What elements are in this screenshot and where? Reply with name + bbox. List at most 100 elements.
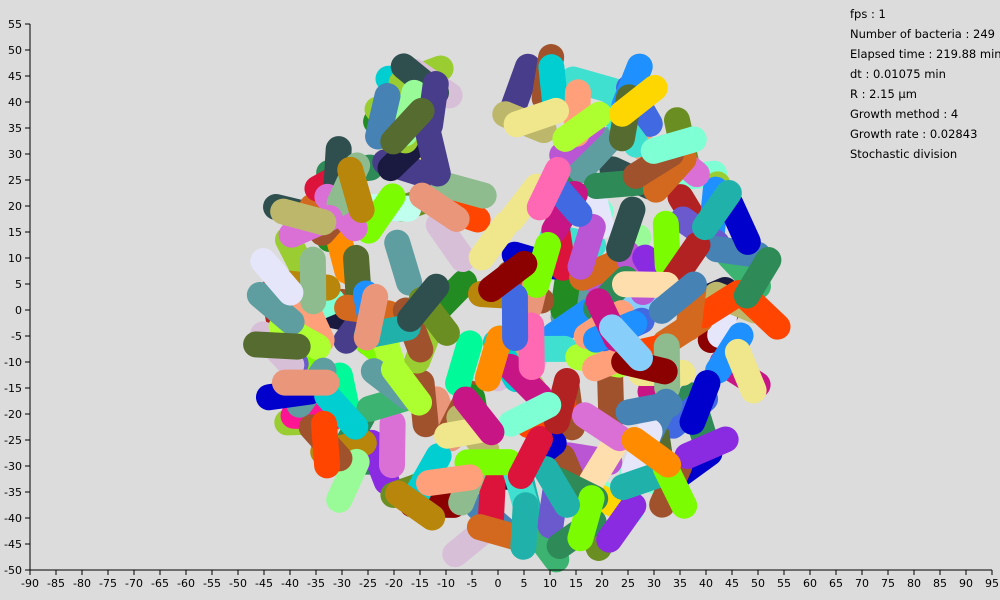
- bacterium-cell: [568, 126, 623, 184]
- bacterium-cell: [497, 353, 553, 410]
- bacterium-cell: [518, 312, 545, 381]
- bacterium-cell: [503, 97, 570, 138]
- bacterium-cell: [326, 448, 370, 513]
- x-tick-label: -65: [151, 577, 169, 590]
- y-tick-label: -25: [4, 434, 22, 447]
- bacterium-cell: [648, 271, 707, 324]
- x-tick-label: 15: [569, 577, 583, 590]
- bacterium-cell: [250, 248, 304, 306]
- bacterium-cell: [692, 180, 742, 241]
- y-tick-label: 45: [8, 70, 22, 83]
- x-tick-label: 90: [959, 577, 973, 590]
- bacterium-cell: [660, 231, 711, 293]
- x-tick-label: -40: [281, 577, 299, 590]
- axes: -90 -85 -80 -75 -70 -65 -60 -55 -50 -45 -40 -35 -30-…: [4, 18, 999, 590]
- x-tick-label: 65: [829, 577, 843, 590]
- x-tick-label: 60: [803, 577, 817, 590]
- y-tick-label: -15: [4, 382, 22, 395]
- x-tick-label: 5: [521, 577, 528, 590]
- x-tick-label: 95: [985, 577, 999, 590]
- y-tick-label: 5: [15, 278, 22, 291]
- growth-method-text: Growth method : 4: [850, 107, 959, 121]
- y-tick-label: 25: [8, 174, 22, 187]
- x-tick-label: 45: [725, 577, 739, 590]
- x-tick-label: 55: [777, 577, 791, 590]
- x-tick-label: -35: [307, 577, 325, 590]
- fps-text: fps : 1: [850, 7, 886, 21]
- bacterium-cell: [380, 97, 435, 155]
- bacterium-cell: [243, 331, 311, 360]
- bacterium-cell: [724, 338, 767, 404]
- bacterium-cell: [597, 363, 625, 432]
- bacterium-cell: [552, 101, 613, 152]
- bacterium-cell: [596, 492, 647, 553]
- bacterium-cell: [478, 250, 538, 302]
- x-tick-label: -20: [385, 577, 403, 590]
- growth-rate-text: Growth rate : 0.02843: [850, 127, 978, 141]
- bacterium-cell: [615, 391, 683, 426]
- x-tick-label: -15: [411, 577, 429, 590]
- y-tick-label: -30: [4, 460, 22, 473]
- bacterium-cell: [500, 53, 541, 119]
- x-tick-label: -30: [333, 577, 351, 590]
- y-axis-ticks: -50-45-40-35-30-25-20-15-10-505101520253…: [4, 18, 30, 577]
- y-tick-label: 55: [8, 18, 22, 31]
- bacterium-cell: [337, 156, 375, 223]
- x-tick-label: -75: [99, 577, 117, 590]
- y-tick-label: -10: [4, 356, 22, 369]
- x-tick-label: -60: [177, 577, 195, 590]
- bacterium-cell: [445, 330, 483, 397]
- bacterium-cell: [478, 463, 506, 531]
- bacterium-cell: [674, 426, 739, 469]
- y-tick-label: -20: [4, 408, 22, 421]
- bacterium-cell: [567, 485, 605, 552]
- bacterium-cell: [733, 246, 782, 309]
- bacterium-cell: [385, 480, 446, 531]
- x-tick-label: 10: [543, 577, 557, 590]
- x-tick-label: -80: [73, 577, 91, 590]
- bacterium-cell: [452, 386, 505, 446]
- division-mode-text: Stochastic division: [850, 147, 958, 161]
- bacterium-cell: [621, 427, 682, 478]
- y-tick-label: -50: [4, 564, 22, 577]
- x-tick-label: 20: [595, 577, 609, 590]
- bacteria-colony: [243, 44, 791, 573]
- bacterium-cell: [498, 392, 562, 437]
- bacterium-cell: [679, 370, 721, 435]
- y-tick-label: -5: [11, 330, 22, 343]
- x-axis-ticks: -90 -85 -80 -75 -70 -65 -60 -55 -50 -45 -40 -35 -30-…: [21, 570, 999, 590]
- bacterium-cell: [690, 280, 752, 329]
- bacterium-cell: [507, 426, 553, 489]
- bacterium-cell: [609, 74, 668, 127]
- bacteria-count-text: Number of bacteria : 249: [850, 27, 995, 41]
- bacterium-cell: [355, 183, 406, 244]
- x-tick-label: -85: [47, 577, 65, 590]
- bacterium-cell: [567, 214, 606, 280]
- bacterium-cell: [415, 464, 484, 496]
- bacterium-cell: [599, 314, 653, 372]
- y-tick-label: 35: [8, 122, 22, 135]
- bacterium-cell: [430, 171, 497, 209]
- bacterium-cell: [380, 356, 433, 416]
- bacterium-cell: [365, 82, 401, 150]
- x-tick-label: 85: [933, 577, 947, 590]
- y-tick-label: 20: [8, 200, 22, 213]
- bacterium-cell: [543, 367, 580, 435]
- x-tick-label: 75: [881, 577, 895, 590]
- y-tick-label: 30: [8, 148, 22, 161]
- bacterium-cell: [425, 211, 476, 273]
- bacterium-cell: [611, 271, 680, 299]
- x-tick-label: -90: [21, 577, 39, 590]
- y-tick-label: 15: [8, 226, 22, 239]
- x-tick-label: 50: [751, 577, 765, 590]
- x-tick-label: -70: [125, 577, 143, 590]
- bacterium-cell: [409, 182, 470, 232]
- dt-text: dt : 0.01075 min: [850, 67, 946, 81]
- x-tick-label: 40: [699, 577, 713, 590]
- bacterium-cell: [468, 210, 520, 271]
- bacterium-cell: [640, 126, 707, 164]
- bacterium-cell: [578, 432, 627, 495]
- x-tick-label: -50: [229, 577, 247, 590]
- x-tick-label: 30: [647, 577, 661, 590]
- bacterium-cell: [523, 231, 561, 298]
